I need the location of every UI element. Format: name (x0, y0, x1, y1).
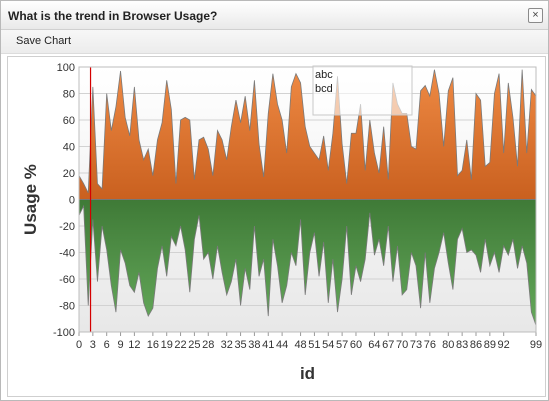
legend-box (312, 65, 413, 116)
x-tick-label: 89 (484, 339, 496, 351)
title-bar: What is the trend in Browser Usage? × (1, 1, 548, 30)
y-tick-label: -20 (59, 221, 75, 233)
x-tick-label: 12 (128, 339, 140, 351)
x-tick-label: 28 (202, 339, 214, 351)
x-tick-label: 80 (442, 339, 454, 351)
x-tick-label: 67 (382, 339, 394, 351)
y-tick-label: 0 (69, 195, 75, 207)
y-tick-label: -80 (59, 301, 75, 313)
x-tick-label: 32 (221, 339, 233, 351)
x-tick-label: 64 (368, 339, 380, 351)
x-tick-label: 57 (336, 339, 348, 351)
y-tick-label: 60 (63, 115, 75, 127)
y-tick-label: 100 (57, 62, 75, 74)
y-tick-label: 40 (63, 142, 75, 154)
plot-border (78, 66, 537, 333)
y-tick-label: -40 (59, 248, 75, 260)
y-tick-label: -60 (59, 274, 75, 286)
x-tick-label: 38 (248, 339, 260, 351)
x-tick-label: 70 (396, 339, 408, 351)
x-tick-label: 92 (498, 339, 510, 351)
x-tick-label: 25 (188, 339, 200, 351)
x-tick-label: 19 (161, 339, 173, 351)
series-area-bcd (78, 199, 537, 326)
x-tick-label: 73 (410, 339, 422, 351)
x-tick-label: 99 (530, 339, 542, 351)
y-tick-label: 20 (63, 168, 75, 180)
y-axis-title: Usage % (21, 164, 40, 235)
x-tick-label: 48 (294, 339, 306, 351)
x-tick-label: 60 (350, 339, 362, 351)
x-tick-label: 9 (117, 339, 123, 351)
x-tick-label: 0 (76, 339, 82, 351)
x-tick-label: 51 (308, 339, 320, 351)
x-tick-label: 83 (456, 339, 468, 351)
x-tick-label: 44 (276, 339, 288, 351)
series-area-abc (78, 69, 537, 200)
x-tick-label: 22 (174, 339, 186, 351)
x-tick-label: 76 (424, 339, 436, 351)
save-chart-button[interactable]: Save Chart (16, 35, 72, 47)
toolbar: Save Chart (1, 30, 548, 54)
y-tick-label: -100 (53, 327, 75, 339)
x-tick-label: 41 (262, 339, 274, 351)
y-tick-label: 80 (63, 89, 75, 101)
close-icon[interactable]: × (528, 8, 543, 23)
legend-item-bcd: bcd (315, 83, 333, 95)
x-tick-label: 6 (104, 339, 110, 351)
x-tick-label: 16 (147, 339, 159, 351)
x-tick-label: 54 (322, 339, 334, 351)
x-tick-label: 3 (90, 339, 96, 351)
x-tick-label: 86 (470, 339, 482, 351)
window-title: What is the trend in Browser Usage? (8, 9, 218, 23)
x-tick-label: 35 (234, 339, 246, 351)
legend-item-abc: abc (315, 69, 333, 81)
x-axis-title: id (300, 364, 315, 383)
chart-area: 100 80 60 40 20 0 -20 -40 -60 -80 -100 0 3 6 9 12 16 19 22… (7, 56, 546, 397)
